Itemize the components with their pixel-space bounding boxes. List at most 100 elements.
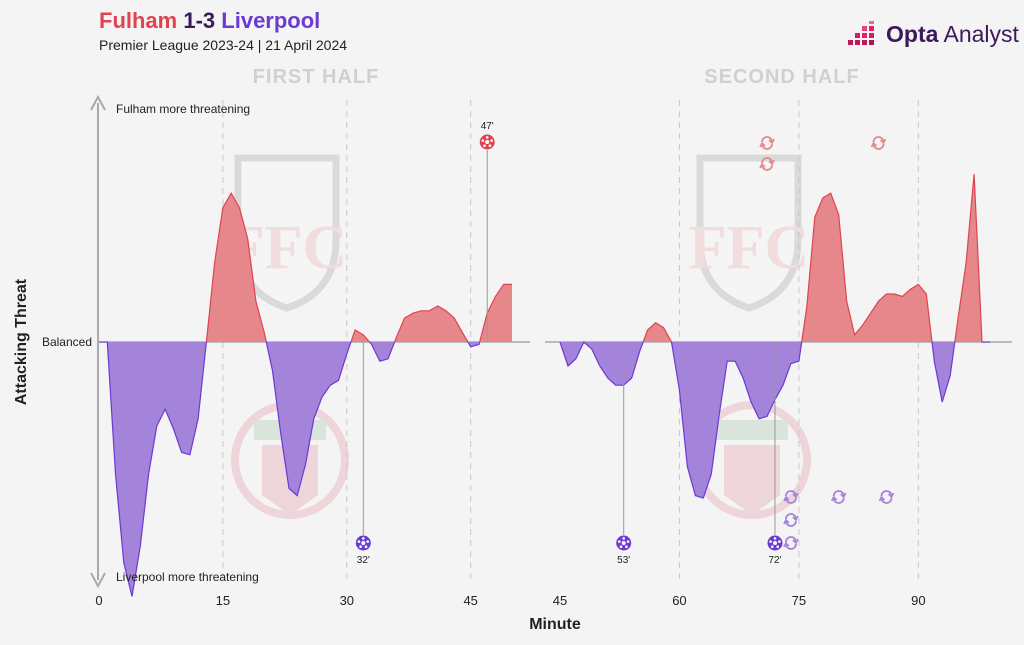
brand-wordmark: Opta Analyst <box>886 20 1019 47</box>
goal-minute-label: 72' <box>768 555 781 566</box>
away-threat-line <box>99 342 481 597</box>
sub-arrow-top-head <box>792 538 799 545</box>
goal-ball-patch <box>481 139 485 142</box>
sub-arrow-top <box>785 490 797 497</box>
x-tick-label: 15 <box>216 593 230 608</box>
substitution-icon <box>759 157 775 171</box>
substitution-icon <box>878 490 895 504</box>
fulham-crest-watermark: FFC <box>689 154 810 312</box>
sub-arrow-bottom <box>761 143 773 150</box>
sub-arrow-top <box>785 513 797 520</box>
goal-ball-patch <box>485 136 489 139</box>
chart-title: Fulham 1-3 Liverpool <box>99 8 320 34</box>
watermark-layer: FFC FFC <box>227 154 811 519</box>
goal-ball-patch <box>362 537 365 540</box>
home-threat-line <box>99 191 512 342</box>
sub-arrow-bottom-head <box>830 495 838 502</box>
sub-arrow-bottom-head <box>878 495 886 502</box>
goal-ball-patch <box>778 540 781 543</box>
goal-ball-patch <box>626 540 630 543</box>
goal-ball-patch <box>621 541 626 545</box>
substitution-icon <box>783 536 799 550</box>
sub-arrow-top-head <box>879 138 887 145</box>
goal-ball-icon <box>479 134 495 150</box>
chart-subtitle: Premier League 2023-24 | 21 April 2024 <box>99 37 348 53</box>
y-axis-arrow-up <box>90 94 106 111</box>
goal-minute-label: 53' <box>617 555 630 566</box>
x-tick-label: 30 <box>340 593 354 608</box>
sub-arrow-top-head <box>887 492 895 499</box>
sub-arrow-top <box>880 490 893 497</box>
sub-arrow-top-head <box>768 138 775 145</box>
away-threat-area <box>99 342 512 597</box>
x-tick-label: 75 <box>792 593 806 608</box>
goal-ball-patch <box>485 140 490 144</box>
x-tick-label: 45 <box>553 593 567 608</box>
goal-ball-patch <box>773 537 777 540</box>
sub-arrow-bottom-head <box>783 541 790 548</box>
sub-arrow-bottom <box>785 497 797 504</box>
goal-ball-patch <box>357 540 361 543</box>
sub-arrow-top <box>872 136 885 143</box>
panel-title: FIRST HALF <box>253 66 380 88</box>
goal-ball-patch <box>618 540 621 543</box>
sub-arrow-bottom-head <box>783 495 790 502</box>
sub-arrow-bottom <box>785 543 797 550</box>
sub-arrow-top-head <box>768 159 775 166</box>
goal-ball-patch <box>625 545 628 548</box>
opta-logo-icon <box>848 21 874 45</box>
x-axis-title: Minute <box>529 616 581 633</box>
substitution-icon <box>870 136 887 150</box>
home-team-name: Fulham <box>99 8 178 33</box>
goal-ball-patch <box>619 545 623 548</box>
sub-arrow-top <box>761 157 773 164</box>
brand-logo: Opta Analyst <box>848 20 1019 48</box>
goal-ball-patch <box>366 540 370 543</box>
goal-ball-patch <box>488 144 492 147</box>
goal-ball-patch <box>771 545 774 548</box>
goal-ball-patch <box>490 139 493 142</box>
sub-arrow-top-head <box>792 515 799 522</box>
goal-minute-label: 32' <box>357 555 370 566</box>
substitution-icon <box>783 513 799 527</box>
sub-arrow-bottom <box>832 497 845 504</box>
goal-ball-patch <box>622 537 626 540</box>
goal-ball-icon <box>767 535 783 551</box>
y-axis-arrow-down <box>90 572 106 589</box>
baseline-label: Balanced <box>42 335 92 349</box>
goal-minute-label: 47' <box>481 121 494 132</box>
x-tick-label: 45 <box>463 593 477 608</box>
sub-arrow-top <box>761 136 773 143</box>
x-tick-label: 90 <box>911 593 925 608</box>
x-tick-label: 60 <box>672 593 686 608</box>
sub-arrow-top <box>785 536 797 543</box>
score: 1-3 <box>183 8 216 33</box>
x-tick-label: 0 <box>95 593 102 608</box>
goal-ball-patch <box>773 541 777 545</box>
sub-arrow-top <box>832 490 845 497</box>
away-team-name: Liverpool <box>221 8 321 33</box>
goal-ball-patch <box>361 541 366 545</box>
goal-ball-icon <box>355 535 371 551</box>
y-top-label: Fulham more threatening <box>116 102 250 116</box>
sub-arrow-top-head <box>792 492 799 499</box>
sub-arrow-bottom <box>880 497 893 504</box>
sub-arrow-bottom-head <box>759 162 766 169</box>
home-threat-area <box>560 174 990 342</box>
sub-arrow-bottom <box>872 143 885 150</box>
substitution-icon <box>830 490 847 504</box>
substitution-icon <box>783 490 799 504</box>
goal-ball-patch <box>359 545 362 548</box>
sub-arrow-bottom <box>785 520 797 527</box>
goal-ball-patch <box>364 545 368 548</box>
home-threat-line <box>560 173 990 342</box>
sub-arrow-top-head <box>840 492 847 499</box>
svg-text:FFC: FFC <box>689 214 810 282</box>
y-bottom-label: Liverpool more threatening <box>116 570 259 584</box>
substitution-icon <box>759 136 775 150</box>
sub-arrow-bottom-head <box>759 141 766 148</box>
sub-arrow-bottom-head <box>870 141 878 148</box>
goal-ball-patch <box>483 144 486 147</box>
sub-arrow-bottom-head <box>783 518 790 525</box>
